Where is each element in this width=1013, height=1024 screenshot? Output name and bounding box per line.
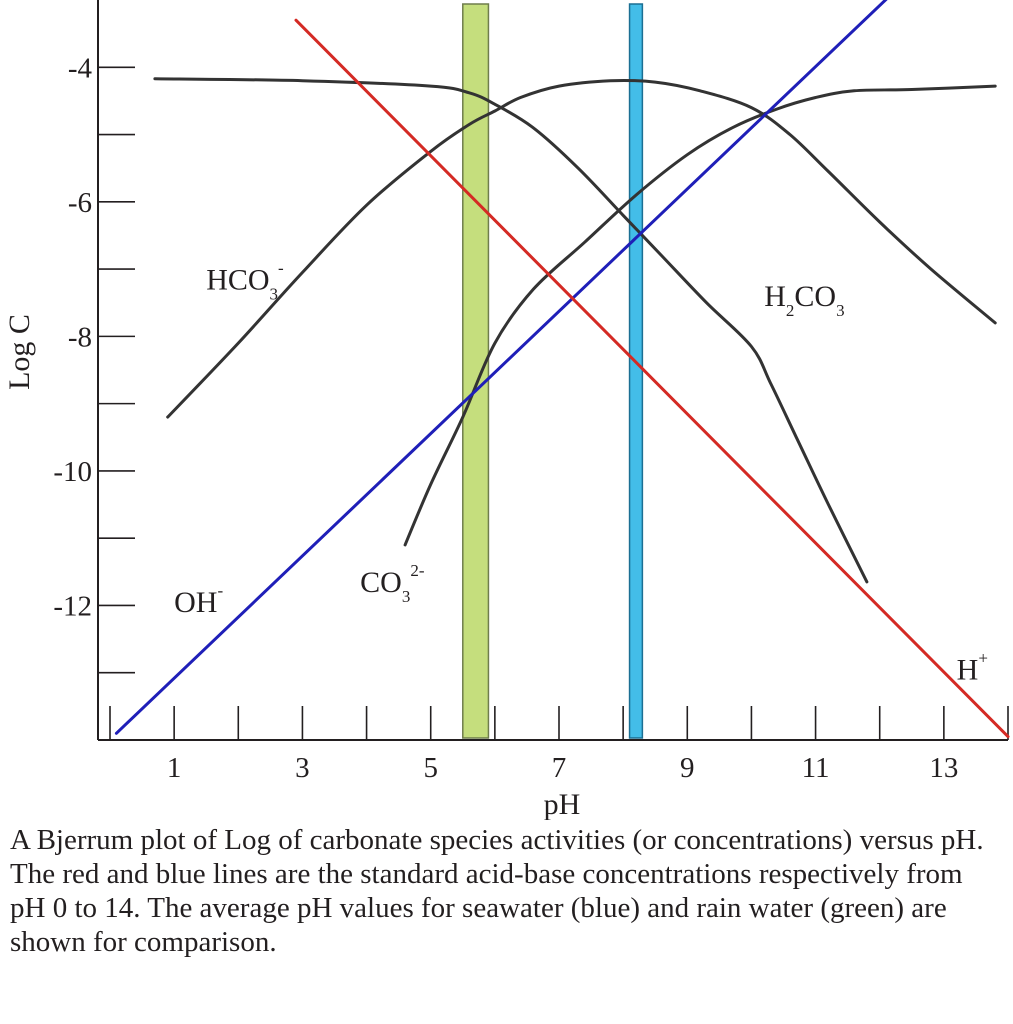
x-tick-label: 9: [680, 752, 695, 784]
y-tick-label: -12: [53, 590, 92, 622]
chart-series: [114, 0, 1010, 739]
y-tick-label: -10: [53, 456, 92, 488]
series-line-h2co3: [153, 77, 869, 584]
ph-band-seawater-blue: [628, 3, 644, 739]
series-line-h: [294, 18, 1010, 739]
x-tick-label: 5: [423, 752, 438, 784]
x-tick-label: 7: [552, 752, 567, 784]
species-label-hco3: HCO3-: [206, 258, 284, 303]
x-axis-title: pH: [544, 788, 581, 820]
y-tick-label: -6: [68, 187, 92, 219]
chart-labels: HCO3- H2CO3 CO32- OH- H+: [174, 258, 988, 686]
bjerrum-plot: 1 3 5 7 9 11 13-4-6-8-10-12 HCO3-H2CO3CO32-OH-…: [3, 0, 1010, 820]
species-label-h2co3: H2CO3: [764, 280, 844, 320]
x-tick-label: 1: [167, 752, 182, 784]
series-line-oh: [114, 0, 888, 735]
ph-bands: [462, 3, 644, 739]
species-label-h: H+: [957, 648, 988, 686]
y-tick-label: -4: [68, 52, 93, 84]
axis-ticks: 1 3 5 7 9 11 13-4-6-8-10-12: [53, 52, 1009, 784]
figure-caption: A Bjerrum plot of Log of carbonate speci…: [10, 824, 984, 958]
x-tick-label: 13: [929, 752, 958, 784]
y-tick-label: -8: [68, 321, 92, 353]
series-line-hco3: [166, 78, 997, 419]
species-label-oh: OH-: [174, 581, 223, 619]
ph-band-rain-water-green: [462, 3, 490, 739]
plot-axes: [97, 0, 1008, 741]
x-tick-label: 11: [802, 752, 830, 784]
y-axis-title: Log C: [3, 314, 36, 390]
x-tick-label: 3: [295, 752, 310, 784]
species-label-co3: CO32-: [360, 561, 425, 606]
series-line-co3-2: [403, 84, 997, 547]
